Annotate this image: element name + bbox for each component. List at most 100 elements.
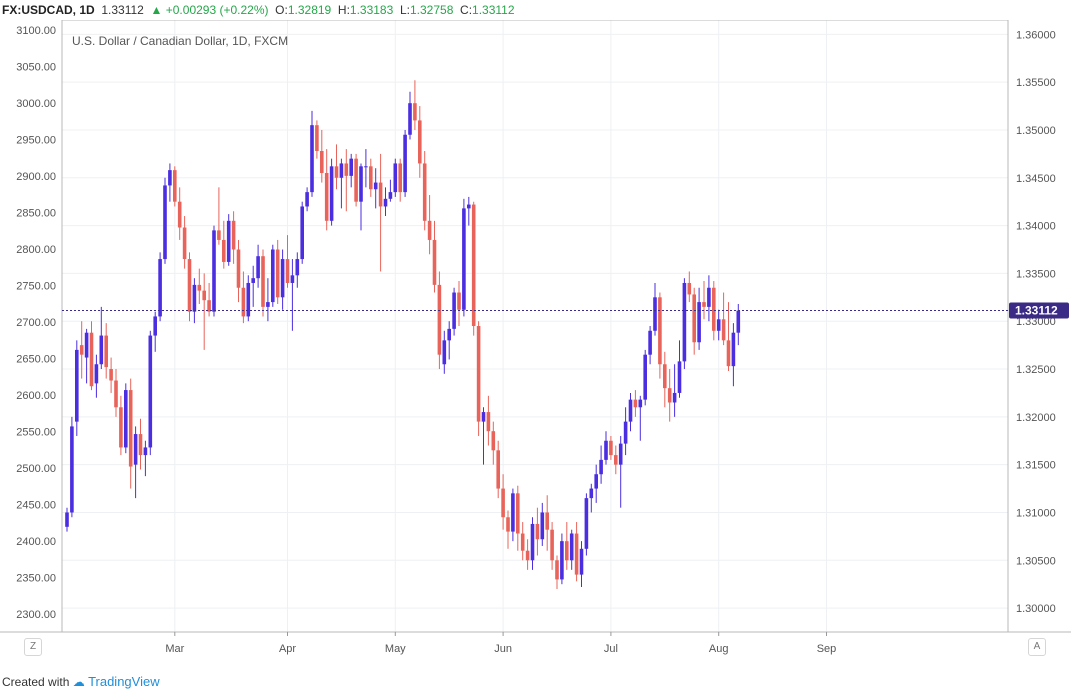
candle bbox=[481, 407, 486, 465]
candle-body bbox=[158, 259, 162, 317]
candle-body bbox=[467, 204, 471, 209]
candle-body bbox=[545, 512, 549, 530]
left-tick-label: 3100.00 bbox=[16, 25, 56, 37]
candle-body bbox=[173, 170, 177, 202]
candle-body bbox=[506, 517, 510, 532]
candle bbox=[667, 369, 672, 422]
left-tick-label: 2400.00 bbox=[16, 536, 56, 548]
candle-body bbox=[65, 512, 69, 527]
candle-body bbox=[163, 185, 167, 260]
candle-body bbox=[471, 204, 476, 326]
right-axis: 1.36000 1.35500 1.35000 1.34500 1.34000 1.335… bbox=[1016, 29, 1056, 615]
low-value: 1.32758 bbox=[409, 3, 454, 17]
candle-body bbox=[192, 284, 197, 312]
candlestick-chart[interactable]: U.S. Dollar / Canadian Dollar, 1D, FXCM … bbox=[0, 20, 1071, 662]
right-tick-label: 1.35500 bbox=[1016, 77, 1056, 89]
left-tick-label: 2600.00 bbox=[16, 390, 56, 402]
left-tick-label: 2450.00 bbox=[16, 500, 56, 512]
candle bbox=[231, 211, 236, 264]
candle-body bbox=[530, 523, 535, 561]
right-tick-label: 1.34000 bbox=[1016, 221, 1056, 233]
left-tick-label: 2750.00 bbox=[16, 281, 56, 293]
candle-body bbox=[736, 310, 741, 333]
candle bbox=[359, 163, 363, 231]
candle-body bbox=[275, 249, 280, 298]
candle-body bbox=[334, 166, 339, 178]
candle bbox=[305, 187, 309, 212]
candle-body bbox=[520, 533, 525, 551]
auto-scale-button[interactable]: A bbox=[1028, 638, 1046, 656]
candle-body bbox=[246, 282, 251, 317]
candle bbox=[256, 244, 260, 288]
candle bbox=[124, 383, 128, 454]
close-value: 1.33112 bbox=[472, 3, 515, 17]
left-tick-label: 2550.00 bbox=[16, 427, 56, 439]
candle bbox=[437, 271, 442, 370]
candle-body bbox=[604, 440, 608, 460]
candle bbox=[540, 502, 545, 546]
candle-body bbox=[153, 316, 157, 336]
candle bbox=[315, 120, 319, 159]
candle-body bbox=[320, 151, 324, 173]
candle-body bbox=[712, 287, 716, 331]
candle bbox=[506, 510, 510, 549]
time-tick-label: May bbox=[385, 643, 406, 655]
right-tick-label: 1.31500 bbox=[1016, 460, 1056, 472]
left-tick-label: 2350.00 bbox=[16, 573, 56, 585]
candle-body bbox=[359, 166, 363, 202]
right-tick-label: 1.30000 bbox=[1016, 603, 1056, 615]
zoom-reset-button[interactable]: Z bbox=[24, 638, 42, 656]
candle bbox=[432, 220, 437, 293]
time-tick-label: Jun bbox=[494, 643, 512, 655]
high-value: 1.33183 bbox=[349, 3, 394, 17]
current-price-badge bbox=[1009, 302, 1069, 319]
right-tick-label: 1.33500 bbox=[1016, 268, 1056, 280]
candle bbox=[75, 340, 79, 436]
candle-body bbox=[104, 335, 108, 368]
candle bbox=[427, 194, 432, 255]
tradingview-brand[interactable]: TradingView bbox=[88, 674, 160, 689]
candle bbox=[163, 177, 167, 264]
chart-title: U.S. Dollar / Canadian Dollar, 1D, FXCM bbox=[72, 34, 288, 48]
candle bbox=[217, 187, 221, 245]
candle bbox=[618, 435, 623, 508]
candle-body bbox=[251, 278, 255, 283]
candle-body bbox=[427, 220, 432, 240]
candle bbox=[94, 354, 99, 398]
candle bbox=[324, 149, 329, 231]
candle bbox=[716, 309, 721, 341]
candle-body bbox=[324, 173, 329, 221]
candle bbox=[516, 485, 520, 551]
candle-body bbox=[75, 349, 79, 422]
candle-body bbox=[687, 282, 692, 295]
candle-body bbox=[398, 163, 402, 193]
candle bbox=[584, 493, 589, 556]
candle-body bbox=[716, 319, 721, 331]
candle bbox=[182, 216, 187, 269]
candle bbox=[261, 249, 265, 317]
right-tick-label: 1.36000 bbox=[1016, 29, 1056, 41]
candle-body bbox=[310, 125, 314, 193]
candle-body bbox=[663, 364, 667, 389]
candle bbox=[158, 252, 162, 322]
time-axis: Mar Apr May Jun Jul Aug Sep bbox=[165, 632, 836, 655]
candle bbox=[648, 326, 652, 365]
candle-body bbox=[354, 158, 358, 202]
candle-body bbox=[109, 369, 113, 381]
candle bbox=[403, 129, 407, 197]
candle-body bbox=[501, 488, 505, 518]
left-tick-label: 2700.00 bbox=[16, 317, 56, 329]
candle bbox=[628, 392, 633, 432]
candle-body bbox=[364, 166, 368, 168]
candle-body bbox=[79, 345, 84, 355]
candles bbox=[65, 80, 741, 589]
candle bbox=[177, 187, 182, 240]
candle bbox=[687, 271, 692, 303]
candle-body bbox=[236, 249, 241, 288]
candle bbox=[275, 239, 280, 305]
candle-body bbox=[84, 332, 89, 358]
right-tick-label: 1.30500 bbox=[1016, 555, 1056, 567]
candle bbox=[408, 91, 412, 140]
candle-body bbox=[658, 297, 662, 365]
candle-body bbox=[94, 364, 99, 384]
